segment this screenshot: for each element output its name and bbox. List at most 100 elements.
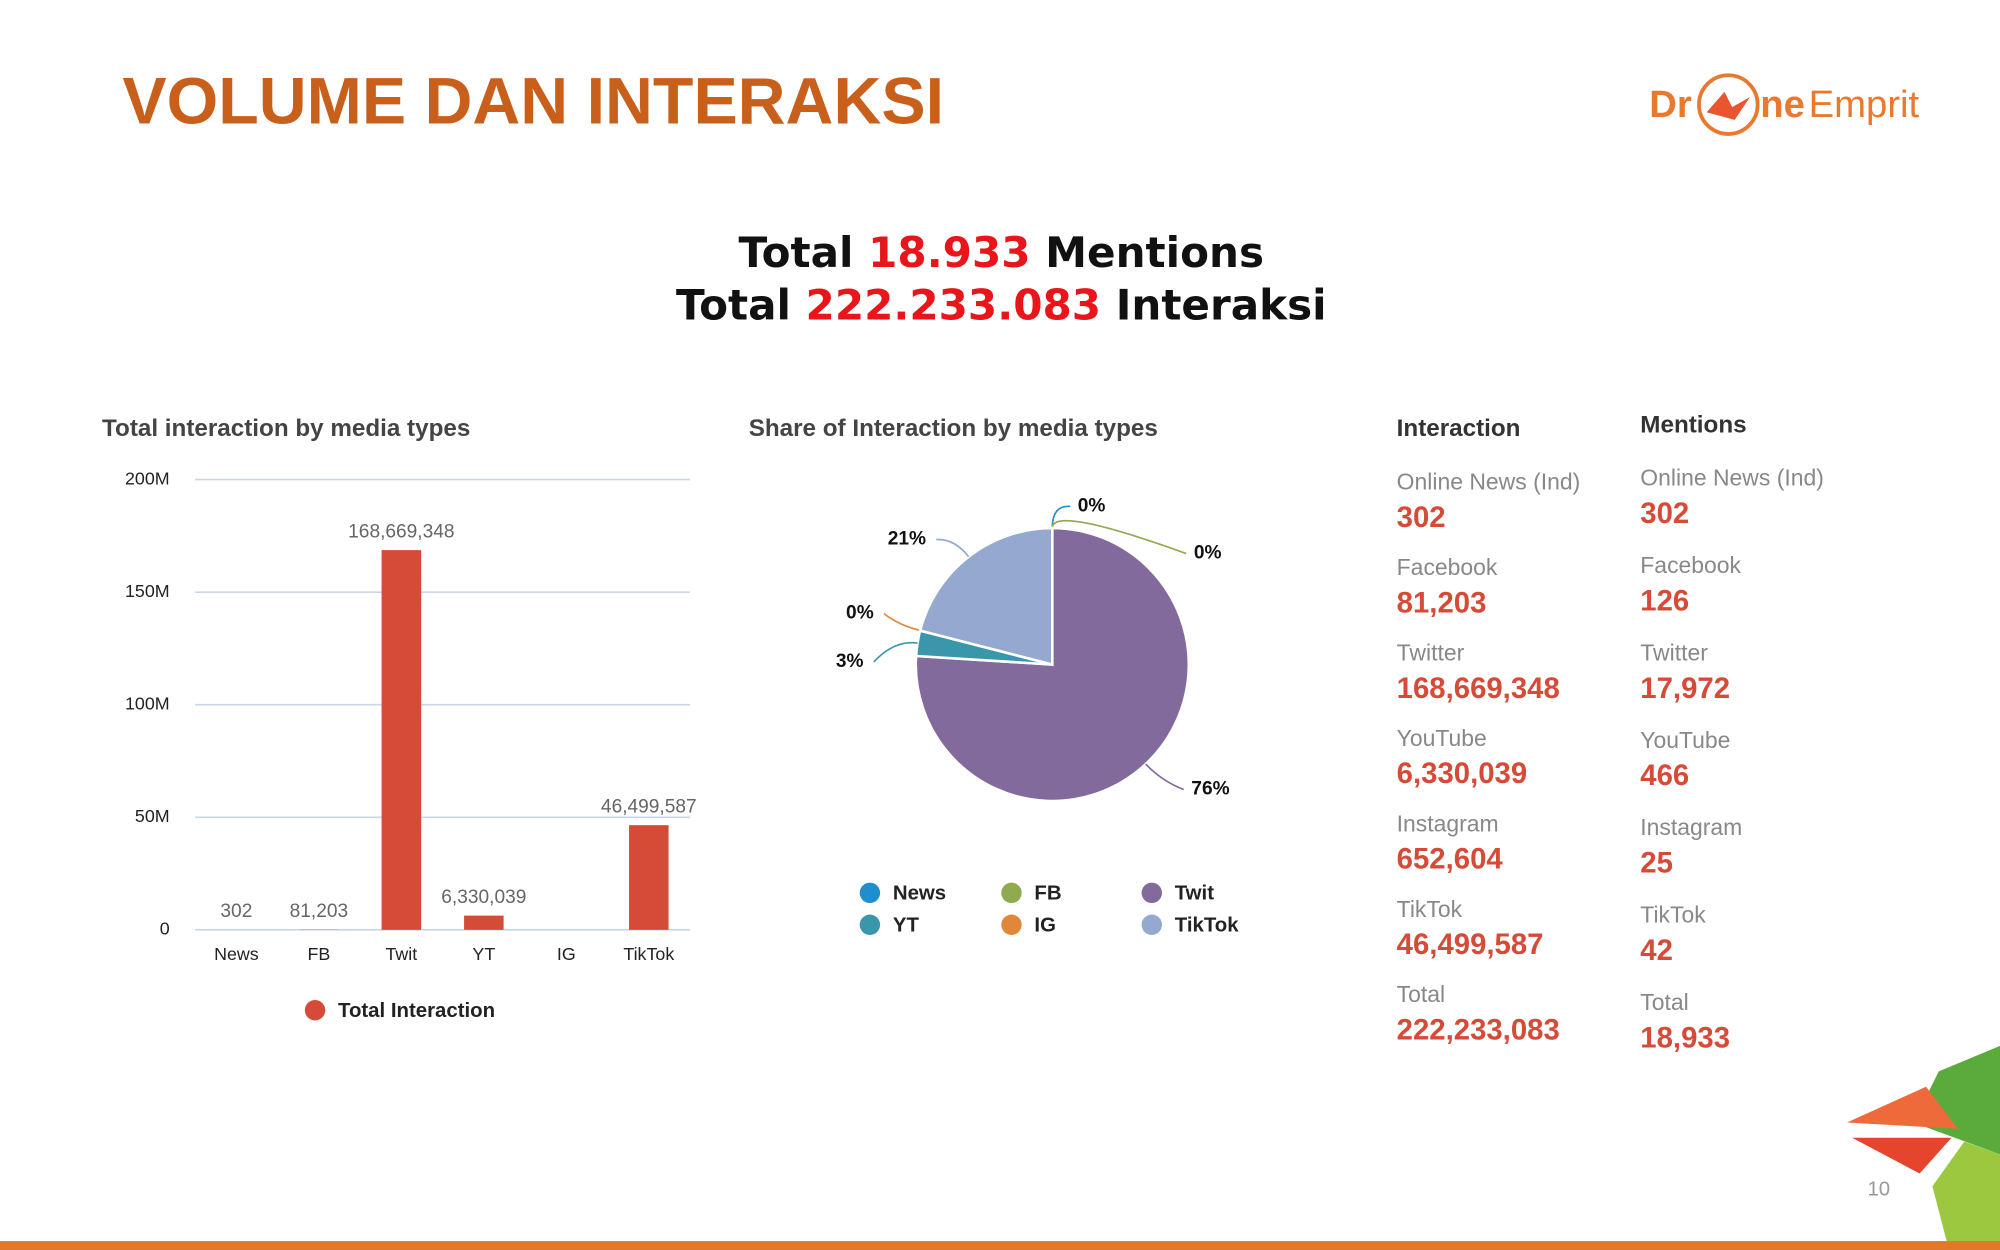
data-label: 6,330,039 [441,887,526,908]
legend-marker [1001,882,1022,904]
leader-line [883,612,921,632]
bar [629,825,669,930]
stat-value: 466 [1640,759,1689,792]
legend-label: Total Interaction [338,1000,495,1022]
logo-icon [1697,73,1760,136]
leaf [1932,1141,2000,1250]
list-heading: Mentions [1640,411,1746,438]
stat-value: 18,933 [1640,1021,1730,1054]
logo-text: Emprit [1809,83,1920,126]
summary-text: Interaksi [1116,280,1327,329]
data-label: 3% [836,651,864,672]
data-label: 0% [1194,543,1222,564]
data-label: 21% [888,529,926,550]
leader-line [1051,505,1071,529]
stat-value: 25 [1640,847,1673,880]
logo-bird [1706,91,1750,120]
list-heading: Interaction [1397,415,1521,442]
stat-value: 81,203 [1397,586,1487,619]
chart-title: Share of Interaction by media types [749,415,1158,442]
stat-lists: Interaction Online News (Ind) 302 Facebook 8… [1397,411,1824,1054]
stat-label: Twitter [1397,639,1465,665]
x-tick-label: YT [472,944,495,964]
x-tick-label: TikTok [623,944,674,964]
legend-label: FB [1034,883,1061,905]
leader-line [1145,763,1184,791]
summary-text: Total [676,280,791,329]
x-tick-label: News [214,944,259,964]
stat-label: YouTube [1397,725,1487,751]
x-tick-label: Twit [385,944,417,964]
y-tick-label: 0 [160,919,170,939]
stat-value: 17,972 [1640,672,1730,705]
bar [464,915,504,930]
data-label: 76% [1191,779,1229,800]
stat-value: 6,330,039 [1397,757,1527,790]
stat-value: 302 [1640,497,1689,530]
stat-label: TikTok [1640,902,1706,928]
footer-bar [0,1241,2000,1250]
logo: Dr ne Emprit [1649,73,1920,136]
data-label: 168,669,348 [348,521,454,542]
summary-text: Total [739,228,854,277]
y-tick-label: 100M [125,693,170,713]
x-tick-label: IG [557,944,576,964]
stat-value: 222,233,083 [1397,1014,1560,1047]
stat-label: Facebook [1640,552,1741,578]
legend-marker [1141,882,1162,904]
logo-text: ne [1760,83,1805,126]
legend-label: News [893,883,946,905]
stat-label: Total [1640,989,1688,1015]
stat-label: TikTok [1397,896,1463,922]
stat-value: 652,604 [1397,843,1504,876]
decoration [0,1045,2000,1250]
stat-value: 168,669,348 [1397,672,1560,705]
legend-label: YT [893,914,920,936]
page-number: 10 [1867,1178,1890,1200]
summary-value: 18.933 [868,228,1030,277]
legend-label: Twit [1175,883,1214,905]
stat-label: Instagram [1640,814,1742,840]
stat-value: 46,499,587 [1397,928,1544,961]
stat-label: YouTube [1640,727,1730,753]
summary-line: Total 222.233.083 Interaksi [676,280,1327,329]
stat-label: Online News (Ind) [1397,468,1581,494]
legend-marker [1001,914,1022,935]
y-tick-label: 50M [135,806,170,826]
legend-marker [304,1000,326,1021]
pie-slice [918,526,1054,667]
stat-value: 302 [1397,501,1446,534]
logo-text: Dr [1649,83,1692,126]
stat-label: Online News (Ind) [1640,465,1824,491]
slide-title: VOLUME DAN INTERAKSI [122,64,944,138]
legend-label: IG [1034,914,1056,936]
legend-marker [1141,914,1162,935]
stat-label: Facebook [1397,554,1498,580]
summary-value: 222.233.083 [806,280,1101,329]
leaf [1852,1137,1952,1174]
leader-line [1051,519,1187,555]
stat-label: Instagram [1397,810,1499,836]
summary-line: Total 18.933 Mentions [739,228,1264,277]
chart-title: Total interaction by media types [102,415,470,442]
data-label: 0% [846,603,874,624]
leader-line [936,538,970,558]
stat-value: 126 [1640,584,1689,617]
stat-value: 42 [1640,934,1673,967]
data-label: 81,203 [290,901,349,922]
stat-label: Twitter [1640,639,1708,665]
stat-label: Total [1397,981,1445,1007]
legend-label: TikTok [1175,914,1239,936]
leader-line [873,641,918,663]
data-label: 46,499,587 [601,796,697,817]
legend-marker [859,914,881,935]
leaf [1846,1086,1958,1129]
y-tick-label: 150M [125,581,170,601]
summary-text: Mentions [1045,228,1264,277]
bar [381,550,422,930]
data-label: 0% [1078,495,1106,516]
y-tick-label: 200M [125,468,170,488]
data-label: 302 [220,901,252,922]
x-tick-label: FB [307,944,330,964]
